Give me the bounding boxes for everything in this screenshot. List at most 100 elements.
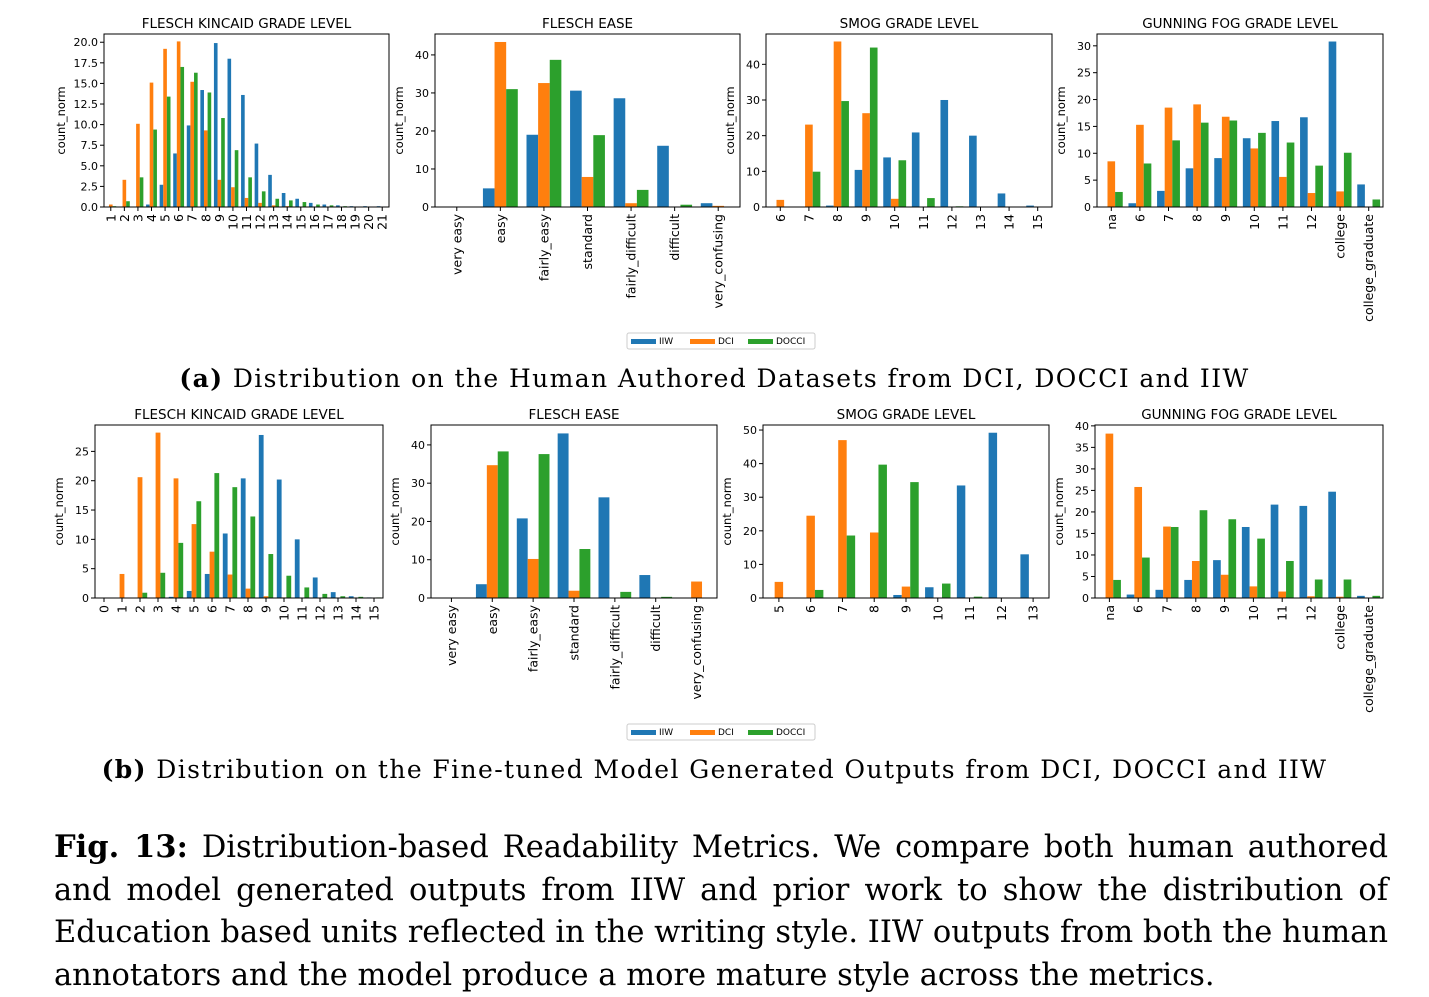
bar-iiw: [200, 90, 204, 207]
x-tick-label: 11: [1275, 605, 1290, 621]
x-tick-label: 10: [1246, 605, 1261, 621]
x-tick-label: 10: [1247, 214, 1262, 230]
bar-docci: [1229, 120, 1238, 207]
bar-docci: [1228, 519, 1237, 598]
bar-dci: [833, 41, 842, 207]
y-tick-label: 40: [746, 58, 760, 71]
subcaption-b: (b) Distribution on the Fine-tuned Model…: [0, 755, 1429, 784]
bar-docci: [1170, 526, 1179, 598]
x-tick-label: 11: [962, 605, 977, 621]
bar-dci: [712, 205, 725, 207]
bar-iiw: [956, 485, 966, 598]
y-tick-label: 0: [82, 592, 89, 605]
chart-title: FLESCH KINCAID GRADE LEVEL: [134, 407, 344, 423]
x-tick-label: 10: [277, 605, 292, 621]
x-tick-label: 8: [241, 605, 256, 613]
bar-iiw: [241, 94, 245, 207]
bar-dci: [691, 581, 703, 598]
bar-dci: [581, 176, 594, 207]
plot-frame: [103, 33, 390, 208]
y-tick-label: 20.0: [74, 36, 99, 49]
bar-dci: [231, 187, 235, 207]
bar-dci: [1307, 193, 1316, 207]
bar-iiw: [254, 143, 259, 207]
bar-iiw: [940, 99, 949, 207]
x-tick-label: 17: [320, 214, 335, 230]
plot-frame: [1096, 33, 1384, 208]
x-tick-label: 10: [225, 214, 240, 230]
x-tick-label: 13: [266, 214, 281, 230]
bar-docci: [973, 596, 983, 598]
y-tick-label: 20: [1075, 506, 1089, 519]
bar-docci: [250, 516, 256, 598]
x-tick-label: 1: [115, 605, 130, 613]
bar-dci: [1220, 574, 1229, 598]
bar-docci: [1258, 132, 1266, 207]
bar-iiw: [168, 596, 174, 598]
bar-iiw: [1357, 595, 1365, 598]
x-tick-label: 7: [223, 605, 238, 613]
chart-title: FLESCH EASE: [528, 407, 619, 423]
bar-iiw: [911, 132, 920, 207]
bar-docci: [1372, 595, 1381, 598]
bar-iiw: [482, 188, 495, 207]
chart-title: SMOG GRADE LEVEL: [837, 407, 976, 423]
bar-iiw: [516, 518, 528, 598]
bar-dci: [163, 48, 167, 207]
bar-dci: [1164, 107, 1173, 207]
y-tick-label: 10.0: [74, 119, 99, 132]
bar-dci: [486, 465, 498, 598]
bar-dci: [538, 83, 550, 207]
x-tick-label: 14: [280, 214, 295, 230]
x-tick-label: 12: [994, 605, 1009, 621]
x-tick-label: college: [1332, 605, 1347, 650]
chart-title: FLESCH KINCAID GRADE LEVEL: [142, 16, 352, 32]
bar-dci: [1107, 161, 1116, 207]
y-axis-label: count_norm: [388, 477, 402, 545]
bar-docci: [1315, 165, 1323, 207]
y-tick-label: 30: [1075, 463, 1089, 476]
x-tick-label: 6: [1132, 214, 1147, 222]
bar-iiw: [213, 43, 218, 208]
plot-frame: [762, 424, 1050, 599]
x-tick-label: very easy: [444, 604, 459, 665]
x-tick-label: 10: [930, 605, 945, 621]
bar-dci: [173, 478, 179, 598]
y-tick-label: 20: [411, 515, 425, 528]
x-tick-label: 4: [144, 214, 159, 222]
x-tick-label: 5: [158, 214, 173, 222]
bar-docci: [180, 66, 185, 207]
bar-iiw: [1184, 579, 1192, 598]
subcaption-b-label: (b): [101, 755, 147, 784]
x-tick-label: 1: [103, 214, 118, 222]
bar-iiw: [348, 596, 354, 598]
bar-iiw: [1270, 504, 1279, 598]
bar-dci: [1163, 526, 1171, 598]
y-tick-label: 10: [1077, 147, 1091, 160]
bar-iiw: [639, 575, 651, 598]
bar-dci: [838, 440, 847, 598]
x-tick-label: 12: [253, 214, 268, 230]
legend-swatch-dci: [690, 730, 715, 735]
legend-label-iiw: IIW: [659, 728, 673, 738]
legend-label-iiw: IIW: [659, 337, 673, 347]
y-tick-label: 50: [743, 424, 757, 437]
x-tick-label: 7: [185, 214, 200, 222]
bar-docci: [178, 542, 184, 598]
bar-docci: [910, 482, 919, 598]
x-tick-label: 9: [1218, 214, 1233, 222]
bar-dci: [1136, 124, 1144, 207]
bar-dci: [217, 179, 222, 207]
legend-swatch-docci: [748, 339, 773, 344]
x-tick-label: 5: [187, 605, 202, 613]
bar-dci: [190, 81, 195, 207]
bar-iiw: [1157, 190, 1165, 207]
chart-panel-4: GUNNING FOG GRADE LEVEL 0 5 10 15 20 25 30 count…: [1054, 16, 1384, 322]
bar-docci: [1343, 579, 1352, 598]
x-tick-label: fairly_difficult: [624, 214, 639, 299]
x-tick-label: 3: [151, 605, 166, 613]
legend-swatch-docci: [748, 730, 773, 735]
bar-iiw: [322, 204, 327, 207]
bar-iiw: [598, 497, 610, 598]
bar-dci: [1193, 104, 1201, 207]
